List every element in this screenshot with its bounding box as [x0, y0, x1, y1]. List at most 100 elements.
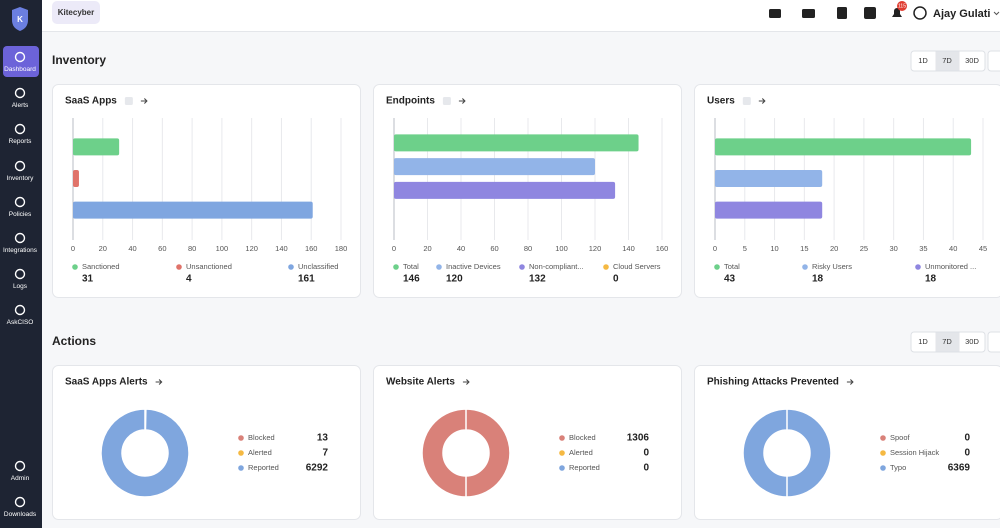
user-name[interactable]: Ajay Gulati — [933, 8, 990, 20]
legend-value: 6369 — [948, 463, 971, 474]
nav-icon[interactable] — [14, 460, 26, 472]
x-tick-label: 100 — [216, 244, 229, 253]
x-tick-label: 40 — [949, 244, 957, 253]
nav-label[interactable]: AskCISO — [7, 319, 34, 326]
card-link-arrow[interactable] — [462, 379, 470, 385]
nav-icon[interactable] — [14, 160, 26, 172]
legend-swatch — [176, 264, 182, 270]
legend-swatch — [519, 264, 525, 270]
nav-icon[interactable] — [14, 232, 26, 244]
x-tick-label: 40 — [457, 244, 465, 253]
legend-swatch — [238, 435, 244, 441]
card-link-arrow[interactable] — [758, 98, 766, 104]
range-button[interactable]: 1D — [918, 56, 928, 65]
logo[interactable]: K — [17, 15, 23, 24]
legend-swatch — [436, 264, 442, 270]
x-tick-label: 120 — [589, 244, 602, 253]
card-link-arrow[interactable] — [140, 98, 148, 104]
nav-label[interactable]: Admin — [11, 475, 30, 482]
legend-swatch — [393, 264, 399, 270]
icon-report[interactable] — [837, 7, 847, 19]
card-link-arrow[interactable] — [846, 379, 854, 385]
legend-swatch — [714, 264, 720, 270]
nav-icon[interactable] — [14, 123, 26, 135]
card-link-arrow[interactable] — [155, 379, 163, 385]
bar — [73, 138, 120, 156]
nav-icon[interactable] — [14, 196, 26, 208]
range-button[interactable]: 30D — [965, 337, 979, 346]
legend-label[interactable]: Unsanctioned — [186, 262, 232, 271]
range-button[interactable]: 1D — [918, 337, 928, 346]
legend-label[interactable]: Alerted — [248, 448, 272, 457]
tenant-chip[interactable] — [52, 1, 100, 24]
x-tick-label: 0 — [392, 244, 396, 253]
bar — [715, 138, 972, 156]
info-icon — [742, 97, 751, 105]
legend-label[interactable]: Alerted — [569, 448, 593, 457]
icon-chat[interactable] — [769, 9, 781, 18]
card-link-arrow[interactable] — [458, 98, 466, 104]
legend-label[interactable]: Reported — [248, 463, 279, 472]
legend-label[interactable]: Unclassified — [298, 262, 338, 271]
nav-label[interactable]: Inventory — [7, 175, 34, 182]
nav-label[interactable]: Alerts — [12, 102, 29, 109]
legend-label[interactable]: Session Hijack — [890, 448, 939, 457]
legend-label[interactable]: Unmonitored ... — [925, 262, 976, 271]
nav-icon[interactable] — [14, 304, 26, 316]
section-title: Inventory — [52, 53, 106, 67]
nav-icon[interactable] — [14, 87, 26, 99]
range-button[interactable]: 30D — [965, 56, 979, 65]
legend-value: 0 — [643, 448, 649, 459]
bar — [715, 201, 823, 219]
icon-device[interactable] — [802, 9, 815, 18]
card — [52, 84, 361, 298]
icon-help[interactable] — [864, 7, 876, 19]
bar — [394, 158, 595, 176]
x-tick-label: 10 — [770, 244, 778, 253]
legend-swatch — [288, 264, 294, 270]
legend-label[interactable]: Reported — [569, 463, 600, 472]
legend-label[interactable]: Total — [403, 262, 419, 271]
nav-icon[interactable] — [14, 496, 26, 508]
nav-icon[interactable] — [14, 268, 26, 280]
legend-label[interactable]: Cloud Servers — [613, 262, 661, 271]
x-tick-label: 20 — [99, 244, 107, 253]
legend-value: 18 — [812, 274, 824, 285]
range-button[interactable]: 7D — [942, 56, 952, 65]
card-title: Users — [707, 96, 735, 107]
nav-label[interactable]: Logs — [13, 283, 28, 290]
x-tick-label: 35 — [919, 244, 927, 253]
nav-label[interactable]: Integrations — [3, 247, 38, 254]
legend-label[interactable]: Non-compliant... — [529, 262, 584, 271]
icon-user[interactable] — [913, 6, 927, 20]
legend-value: 6292 — [306, 463, 329, 474]
nav-icon[interactable] — [14, 51, 26, 63]
tenant-name: Kitecyber — [58, 8, 94, 17]
legend-value: 43 — [724, 274, 736, 285]
legend-label[interactable]: Sanctioned — [82, 262, 120, 271]
legend-label[interactable]: Typo — [890, 463, 906, 472]
calendar-button[interactable] — [987, 331, 1000, 353]
legend-label[interactable]: Blocked — [248, 433, 275, 442]
range-button[interactable]: 7D — [942, 337, 952, 346]
nav-label[interactable]: Policies — [9, 211, 32, 218]
calendar-button[interactable] — [987, 50, 1000, 72]
user-caret[interactable] — [993, 11, 1000, 16]
legend-value: 0 — [643, 463, 649, 474]
legend-label[interactable]: Inactive Devices — [446, 262, 501, 271]
legend-label[interactable]: Spoof — [890, 433, 911, 442]
legend-label[interactable]: Total — [724, 262, 740, 271]
legend-label[interactable]: Blocked — [569, 433, 596, 442]
legend-value: 120 — [446, 274, 463, 285]
legend-value: 161 — [298, 274, 315, 285]
x-tick-label: 160 — [656, 244, 669, 253]
nav-label[interactable]: Downloads — [4, 511, 37, 518]
nav-label[interactable]: Dashboard — [4, 66, 36, 73]
legend-label[interactable]: Risky Users — [812, 262, 852, 271]
nav-label[interactable]: Reports — [9, 138, 33, 145]
legend-value: 31 — [82, 274, 94, 285]
card-title: Endpoints — [386, 96, 435, 107]
bar — [715, 170, 823, 187]
x-tick-label: 120 — [245, 244, 258, 253]
